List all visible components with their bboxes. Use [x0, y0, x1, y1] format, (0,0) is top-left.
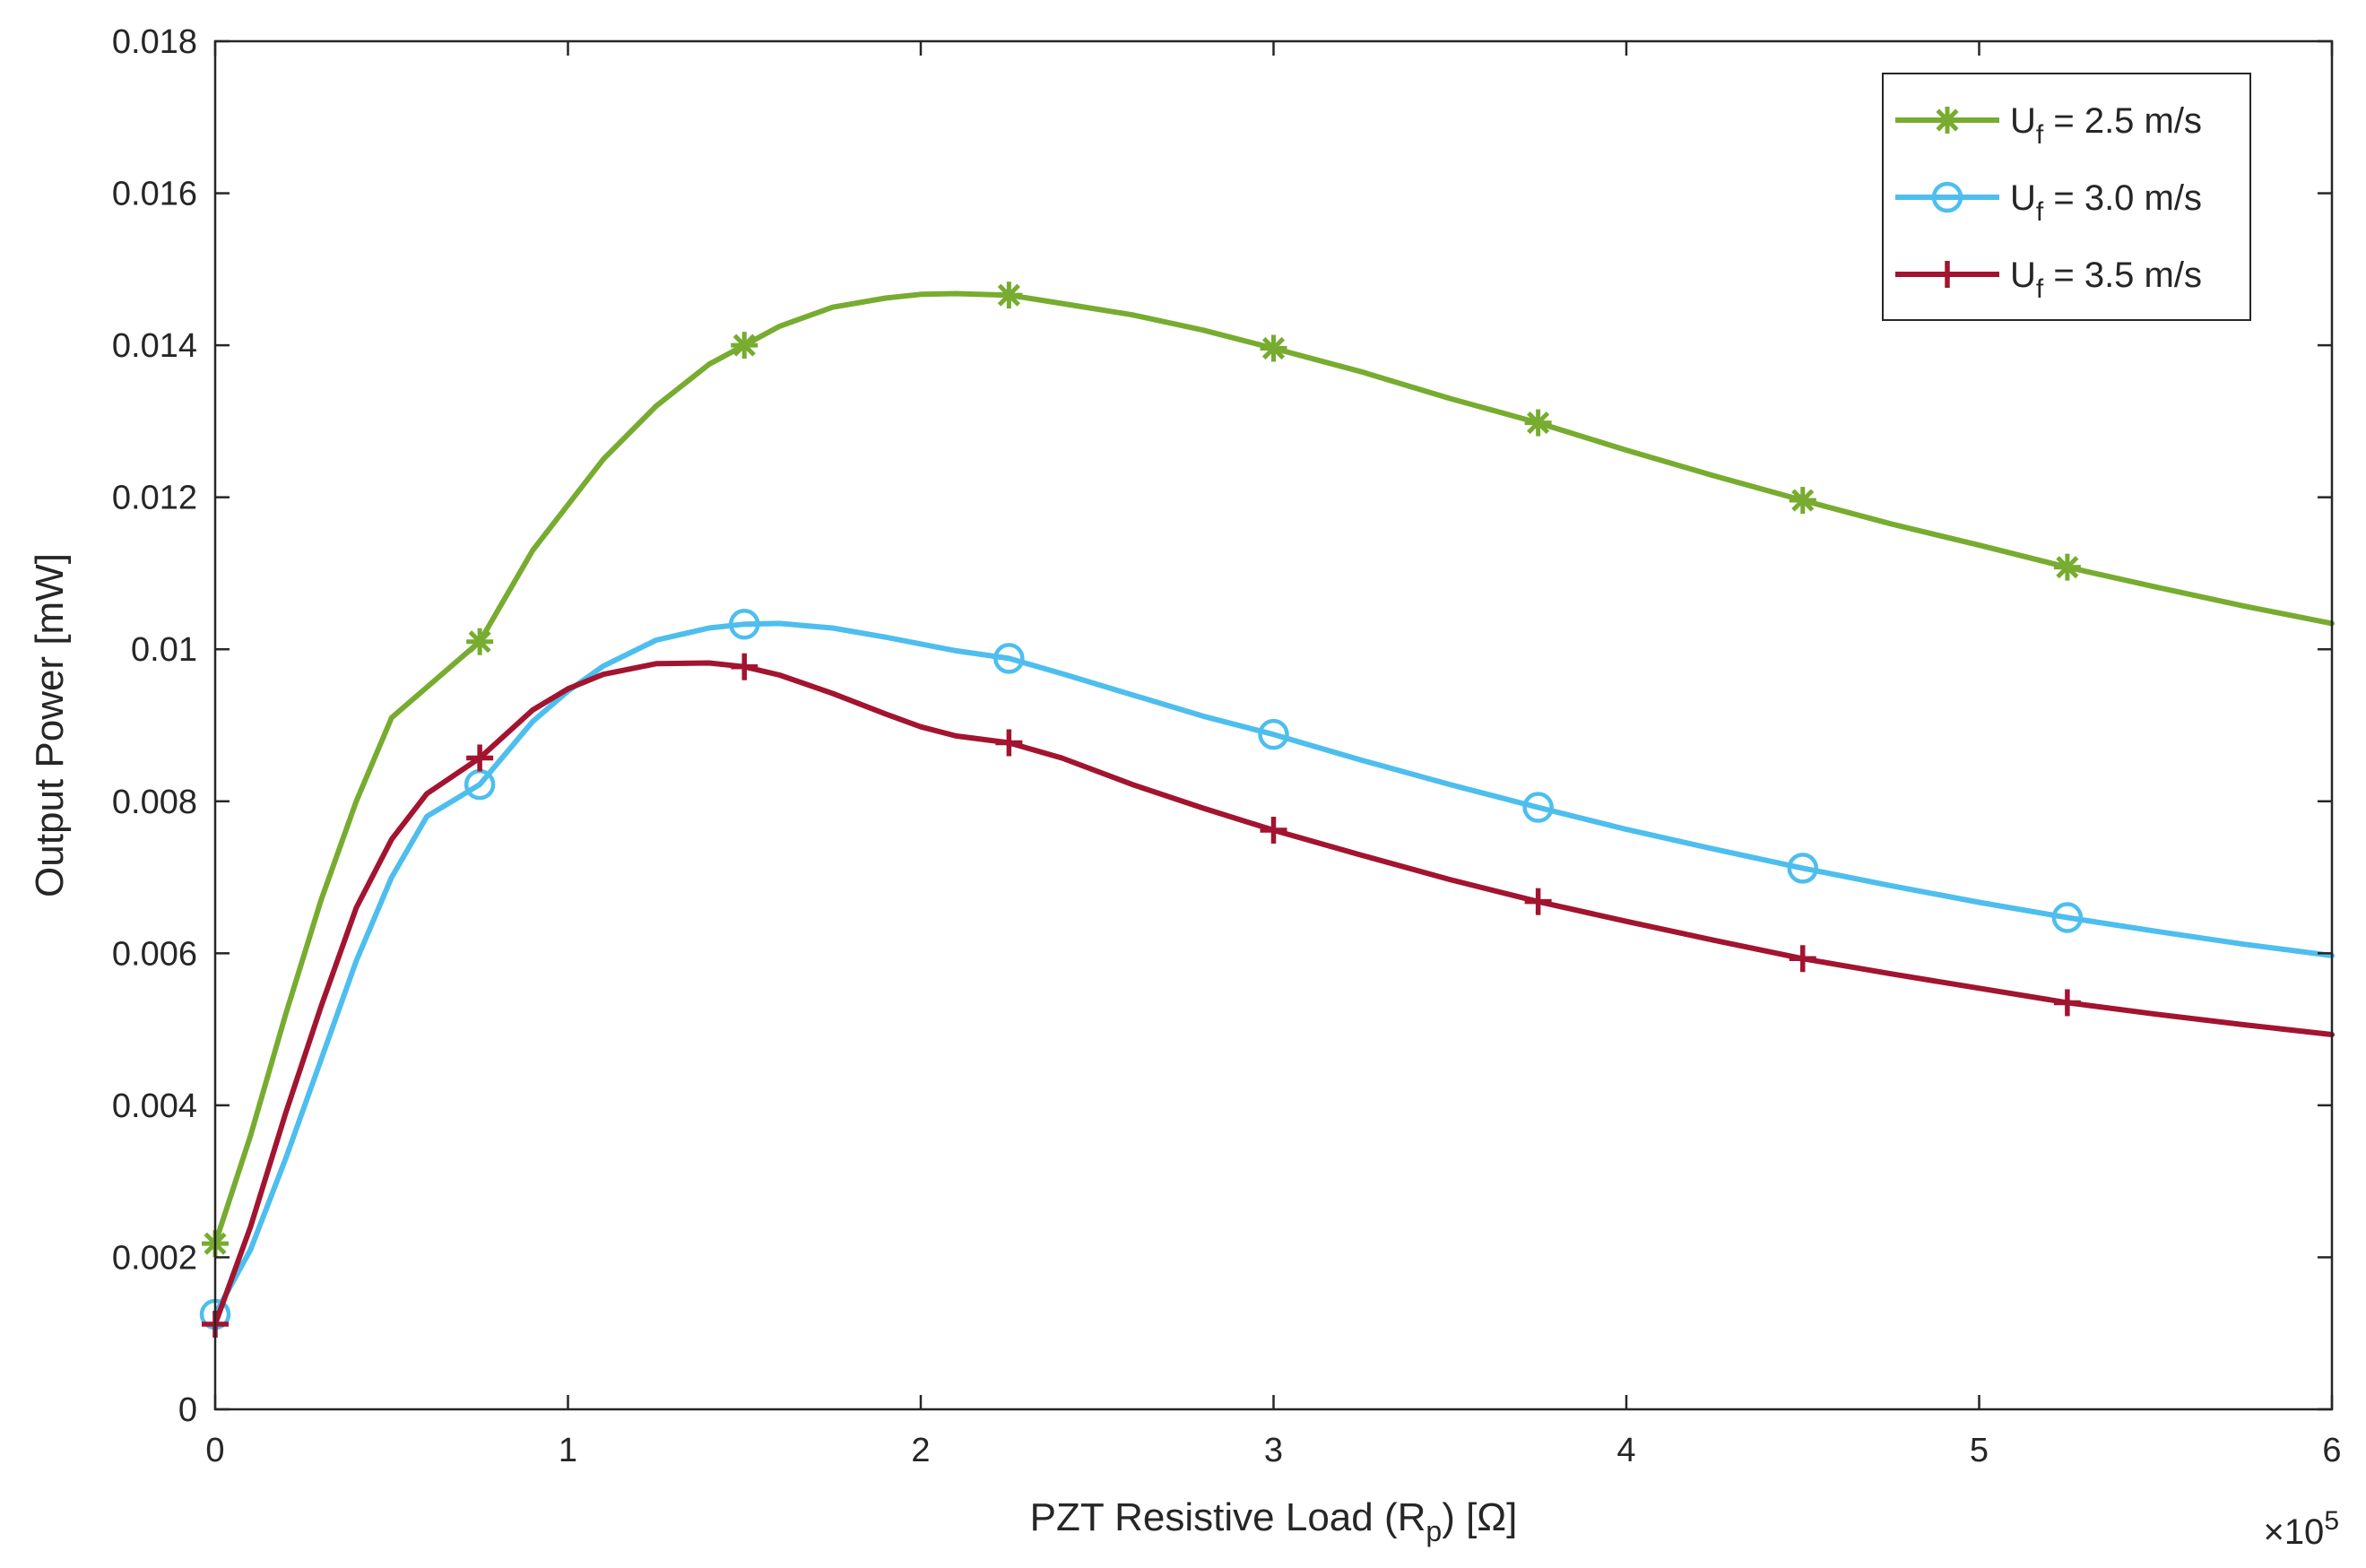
y-tick-label: 0.012 — [112, 480, 197, 517]
tick-layer: 0 1 2 3 4 5 6 0 0.002 0.004 0.006 0.008 0.01 0.012 0.0… — [112, 23, 2342, 1469]
marker-circle — [729, 608, 760, 640]
legend-label-subscript: f — [2036, 197, 2044, 227]
legend-items: Uf = 2.5 m/sUf = 3.0 m/sUf = 3.5 m/s — [1895, 101, 2202, 304]
marker-circle — [1931, 181, 1963, 213]
legend-entry-3: Uf = 3.5 m/s — [1895, 256, 2202, 304]
legend-entry-2: Uf = 3.0 m/s — [1895, 178, 2202, 227]
data-point — [1260, 334, 1287, 362]
marker-asterisk-d2 — [997, 283, 1020, 307]
data-point — [1260, 816, 1287, 844]
y-tick-label: 0.006 — [112, 935, 197, 973]
x-tick-label: 4 — [1616, 1432, 1635, 1469]
marker-circle — [993, 643, 1025, 674]
legend: Uf = 2.5 m/sUf = 3.0 m/sUf = 3.5 m/s — [1882, 73, 2251, 321]
y-tick-label: 0.004 — [112, 1087, 197, 1125]
marker-asterisk-d2 — [732, 334, 756, 357]
x-tick-label: 6 — [2322, 1432, 2341, 1469]
marker-asterisk-d2 — [1936, 108, 1959, 132]
marker-asterisk-d2 — [1791, 489, 1815, 512]
marker-asterisk-d2 — [1527, 411, 1550, 435]
legend-entry-1: Uf = 2.5 m/s — [1895, 101, 2202, 150]
legend-label-subscript: f — [2036, 120, 2044, 150]
x-tick-label: 2 — [911, 1432, 930, 1469]
y-tick-label: 0.008 — [112, 784, 197, 821]
data-point — [466, 628, 494, 655]
data-point — [2053, 553, 2081, 581]
x-tick-label: 1 — [559, 1432, 577, 1469]
data-point — [1787, 853, 1818, 884]
data-point — [2053, 989, 2081, 1017]
y-tick-label: 0.01 — [131, 631, 197, 669]
y-tick-label: 0.018 — [112, 23, 197, 61]
y-tick-label: 0 — [178, 1391, 197, 1429]
data-point — [1524, 409, 1552, 437]
legend-label: Uf = 3.0 m/s — [2010, 178, 2202, 227]
data-point — [995, 729, 1023, 757]
data-point — [729, 608, 760, 640]
x-axis-exponent: ×105 — [2263, 1506, 2339, 1552]
y-tick-label: 0.002 — [112, 1239, 197, 1277]
x-tick-label: 5 — [1970, 1432, 1989, 1469]
data-point — [993, 643, 1025, 674]
series-line — [212, 290, 2335, 1247]
data-point — [1522, 792, 1554, 823]
x-tick-label: 3 — [1264, 1432, 1283, 1469]
y-tick-label: 0.016 — [112, 176, 197, 213]
legend-label: Uf = 3.5 m/s — [2010, 256, 2202, 304]
marker-asterisk-d2 — [1261, 336, 1286, 360]
legend-label-main: U — [2010, 101, 2036, 141]
x-axis-label-main: PZT Resistive Load (R — [1030, 1495, 1426, 1539]
data-point — [731, 653, 758, 680]
series-layer — [199, 282, 2335, 1338]
legend-label-tail: = 3.5 m/s — [2043, 256, 2202, 295]
legend-label: Uf = 2.5 m/s — [2010, 101, 2202, 150]
legend-marker — [1931, 181, 1963, 213]
x-tick-label: 0 — [205, 1432, 224, 1469]
marker-circle — [1522, 792, 1554, 823]
legend-marker — [1934, 261, 1961, 288]
legend-label-subscript: f — [2036, 274, 2044, 304]
x-axis-label-tail: ) [Ω] — [1442, 1495, 1517, 1539]
x-axis-label: PZT Resistive Load (Rp) [Ω] — [1030, 1495, 1518, 1547]
marker-asterisk-d2 — [468, 630, 491, 654]
series-line — [212, 660, 2335, 1327]
marker-circle — [1258, 718, 1289, 750]
data-point — [1524, 888, 1552, 915]
data-point — [995, 282, 1023, 309]
data-point — [1789, 945, 1816, 973]
legend-label-tail: = 3.0 m/s — [2043, 178, 2202, 218]
y-axis-label: Output Power [mW] — [28, 553, 72, 897]
legend-marker — [1934, 107, 1961, 134]
data-point — [466, 744, 494, 772]
marker-asterisk-d2 — [2056, 556, 2079, 579]
marker-circle — [1787, 853, 1818, 884]
x-axis-exponent-base: ×10 — [2263, 1512, 2324, 1552]
data-point — [731, 332, 758, 360]
y-tick-label: 0.014 — [112, 327, 197, 365]
data-point — [2051, 902, 2084, 933]
legend-label-tail: = 2.5 m/s — [2043, 101, 2202, 141]
data-point — [1789, 487, 1816, 515]
x-axis-label-subscript: p — [1426, 1515, 1442, 1547]
marker-circle — [2051, 902, 2084, 933]
legend-label-main: U — [2010, 178, 2036, 218]
data-point — [1258, 718, 1289, 750]
x-axis-exponent-power: 5 — [2324, 1506, 2339, 1536]
legend-label-main: U — [2010, 256, 2036, 295]
